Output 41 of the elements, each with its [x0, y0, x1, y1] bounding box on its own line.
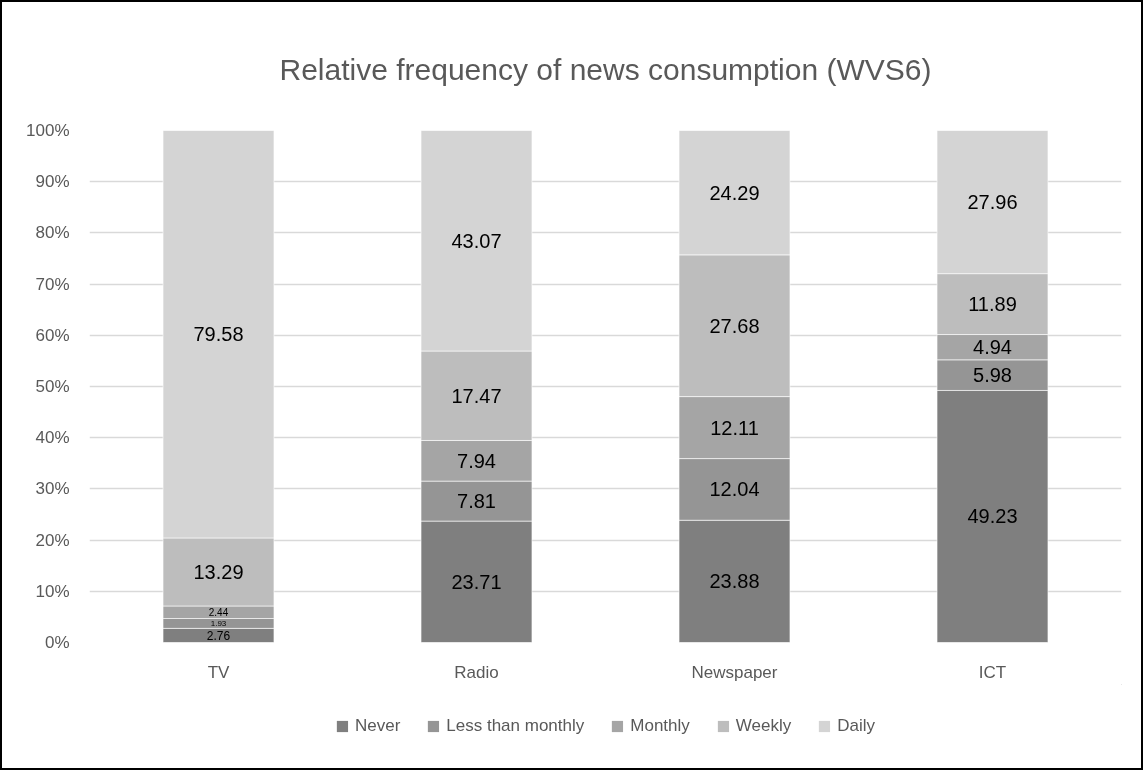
legend-label: Daily: [837, 716, 876, 736]
data-label: 23.88: [709, 570, 760, 593]
y-tick-label: 90%: [35, 172, 70, 192]
y-tick-label: 40%: [35, 428, 70, 448]
y-tick-label: 20%: [35, 530, 70, 550]
data-label: 5.98: [973, 364, 1012, 387]
data-label: 12.11: [710, 416, 759, 439]
y-tick-label: 0%: [44, 633, 70, 652]
chart-title: Relative frequency of news consumption (WVS6): [279, 52, 932, 86]
data-label: 27.68: [709, 314, 760, 337]
y-tick-label: 50%: [35, 377, 70, 396]
data-label: 7.81: [457, 490, 496, 513]
x-tick-label: Newspaper: [691, 662, 778, 682]
legend-label: Less than monthly: [446, 716, 585, 736]
legend-label: Weekly: [735, 716, 792, 736]
data-label: 23.71: [451, 570, 502, 593]
data-label: 4.94: [973, 336, 1012, 359]
x-tick-label: Radio: [454, 662, 499, 682]
y-tick-label: 60%: [35, 325, 70, 345]
data-label: 27.96: [967, 191, 1018, 214]
x-tick-label: TV: [207, 662, 231, 682]
x-tick-label: ICT: [978, 662, 1007, 682]
legend-label: Never: [354, 716, 401, 736]
data-label: 49.23: [967, 505, 1018, 528]
y-tick-label: 30%: [35, 479, 70, 499]
data-label: 7.94: [457, 449, 496, 472]
data-label: 12.04: [709, 478, 760, 501]
data-label: 2.44: [208, 607, 229, 619]
data-label: 43.07: [451, 229, 502, 252]
y-tick-label: 70%: [35, 274, 70, 294]
data-label: 1.93: [210, 618, 227, 628]
y-tick-label: 80%: [35, 223, 70, 243]
data-label: 2.76: [206, 628, 231, 643]
data-label: 13.29: [193, 560, 244, 583]
data-label: 17.47: [451, 384, 502, 407]
data-label: 79.58: [193, 323, 244, 346]
data-label: 11.89: [968, 293, 1017, 316]
legend-label: Monthly: [630, 716, 690, 736]
y-tick-label: 10%: [35, 581, 70, 601]
data-label: 24.29: [709, 181, 760, 204]
y-tick-label: 100%: [26, 121, 70, 140]
